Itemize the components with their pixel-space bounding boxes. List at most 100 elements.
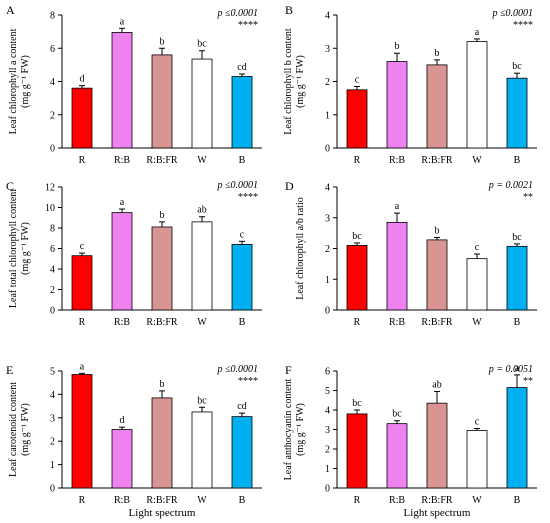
y-tick-label: 0 <box>325 306 330 317</box>
panel-letter: A <box>6 3 15 17</box>
y-axis-label: Leaf anthocyanin content <box>283 378 294 480</box>
y-tick-label: 4 <box>50 390 55 401</box>
y-tick-label: 6 <box>50 244 55 255</box>
x-tick-label: R <box>354 495 361 506</box>
y-axis-label: Leaf chlorophyll b content <box>283 28 294 135</box>
y-tick-label: 10 <box>45 203 55 214</box>
significance-letter: cd <box>237 401 246 412</box>
y-tick-label: 3 <box>325 44 330 55</box>
panel-a: A 0 2 4 6 8 Leaf chlorophyll a content (mg g⁻¹ … <box>6 3 262 166</box>
x-tick-label: B <box>514 155 521 166</box>
x-tick-label: R:B <box>114 317 130 328</box>
x-tick-label: R:B <box>114 155 130 166</box>
bar <box>386 221 408 311</box>
y-axis-label: (mg g⁻¹ FW) <box>295 55 306 108</box>
significance-letter: bc <box>352 398 362 409</box>
bar <box>466 41 488 149</box>
y-tick-label: 2 <box>50 285 55 296</box>
y-tick-label: 3 <box>325 213 330 224</box>
significance-letter: b <box>435 48 440 59</box>
bar <box>111 429 133 489</box>
x-tick-label: R <box>79 495 86 506</box>
y-axis-label: Leaf chlorophyll a content <box>8 28 19 134</box>
bar <box>426 402 448 489</box>
x-tick-label: W <box>472 317 482 328</box>
bar <box>506 387 528 489</box>
bar <box>231 243 253 311</box>
significance-letter: bc <box>197 395 207 406</box>
x-tick-label: R:B <box>389 495 405 506</box>
x-tick-label: R:B <box>389 317 405 328</box>
bar <box>506 77 528 149</box>
y-tick-label: 5 <box>50 367 55 378</box>
bar <box>466 430 488 489</box>
y-tick-label: 2 <box>50 110 55 121</box>
p-value: p ≤0.0001 <box>217 180 259 191</box>
significance-stars: **** <box>238 192 258 203</box>
y-tick-label: 12 <box>45 183 55 194</box>
bar <box>71 255 93 311</box>
y-axis-label: Leaf chlorophyll a/b ratio <box>295 197 306 299</box>
significance-letter: ab <box>197 205 206 216</box>
bar <box>71 87 93 149</box>
panel-letter: F <box>285 363 292 377</box>
x-tick-label: W <box>197 495 207 506</box>
y-axis-label: Leaf total chlorophyll content <box>8 189 19 308</box>
y-tick-label: 1 <box>325 275 330 286</box>
y-tick-label: 0 <box>50 144 55 155</box>
y-tick-label: 2 <box>325 244 330 255</box>
panel-letter: C <box>6 179 14 193</box>
x-axis-title-left: Light spectrum <box>129 507 196 519</box>
significance-letter: c <box>240 229 245 240</box>
bar <box>506 245 528 311</box>
x-tick-label: B <box>239 317 246 328</box>
x-tick-label: B <box>514 495 521 506</box>
x-tick-label: R:B <box>389 155 405 166</box>
x-tick-label: R:B:FR <box>421 495 452 506</box>
x-tick-label: W <box>472 495 482 506</box>
panel-c: C 0 2 4 6 8 10 12 Leaf total chlorophyll content… <box>6 179 262 328</box>
significance-letter: b <box>435 225 440 236</box>
x-tick-label: R <box>354 155 361 166</box>
significance-letter: a <box>120 16 125 27</box>
y-axis-label: (mg g⁻¹ FW) <box>20 55 31 108</box>
x-tick-label: R <box>354 317 361 328</box>
y-tick-label: 5 <box>325 386 330 397</box>
bar <box>346 245 368 311</box>
significance-letter: a <box>395 201 400 212</box>
y-tick-label: 0 <box>50 484 55 495</box>
p-value: p ≤0.0001 <box>217 8 259 19</box>
p-value: p ≤0.0001 <box>217 364 259 375</box>
y-tick-label: 6 <box>50 44 55 55</box>
y-tick-label: 1 <box>325 464 330 475</box>
significance-letter: a <box>120 197 125 208</box>
significance-letter: c <box>355 74 360 85</box>
x-tick-label: R:B:FR <box>146 317 177 328</box>
significance-letter: bc <box>392 409 402 420</box>
significance-stars: ** <box>523 192 533 203</box>
y-tick-label: 0 <box>325 484 330 495</box>
panel-b: B 0 1 2 3 4 Leaf chlorophyll b content (mg g⁻¹ … <box>283 3 537 166</box>
x-tick-label: R:B:FR <box>146 155 177 166</box>
significance-letter: bc <box>512 232 522 243</box>
x-tick-label: W <box>472 155 482 166</box>
significance-letter: c <box>475 417 480 428</box>
x-tick-label: W <box>197 155 207 166</box>
significance-stars: ** <box>523 376 533 387</box>
bar <box>466 258 488 311</box>
y-tick-label: 0 <box>50 306 55 317</box>
bar <box>426 64 448 149</box>
y-axis-label: Leaf carotenoid content <box>8 382 19 477</box>
bar <box>151 397 173 489</box>
bar <box>151 54 173 149</box>
significance-letter: c <box>475 242 480 253</box>
significance-letter: b <box>395 41 400 52</box>
bar <box>386 61 408 149</box>
bar <box>191 411 213 489</box>
significance-letter: a <box>80 361 85 372</box>
significance-letter: c <box>80 241 85 252</box>
y-axis-label: (mg g⁻¹ FW) <box>20 222 31 275</box>
p-value: p ≤0.0001 <box>492 8 534 19</box>
significance-letter: a <box>475 27 480 38</box>
y-tick-label: 4 <box>325 183 330 194</box>
